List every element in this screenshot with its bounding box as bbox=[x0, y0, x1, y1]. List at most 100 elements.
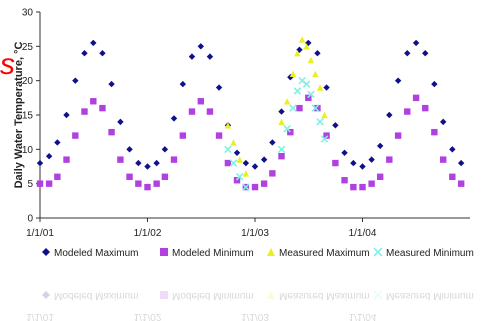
plot-area: 0 5 10 15 20 25 30 1/1/01 1/1/02 1/1/03 1/1/04 Dail… bbox=[13, 8, 470, 239]
reflection-tick-label: 1/1/04 bbox=[349, 311, 377, 321]
data-point bbox=[99, 50, 106, 57]
data-point bbox=[230, 139, 237, 146]
data-point bbox=[206, 53, 214, 60]
y-tick-label: 30 bbox=[22, 8, 34, 19]
reflection-label: Measured Maximum bbox=[279, 290, 370, 301]
data-point bbox=[242, 183, 250, 191]
data-point bbox=[302, 80, 311, 88]
data-point bbox=[108, 128, 115, 136]
x-tick-label: 1/1/03 bbox=[241, 228, 269, 239]
data-point bbox=[312, 70, 319, 77]
data-point bbox=[386, 111, 393, 119]
data-point bbox=[251, 163, 259, 170]
data-point bbox=[316, 118, 324, 126]
data-point bbox=[307, 90, 315, 99]
data-point bbox=[126, 146, 133, 153]
legend-marker bbox=[373, 247, 383, 257]
data-point bbox=[449, 146, 456, 153]
data-point bbox=[54, 139, 61, 146]
data-point bbox=[242, 159, 250, 167]
data-point bbox=[412, 94, 420, 102]
y-tick-label: 0 bbox=[27, 214, 33, 225]
data-point bbox=[161, 173, 169, 180]
data-point bbox=[36, 180, 44, 187]
data-point bbox=[278, 118, 285, 126]
legend-label: Measured Minimum bbox=[386, 248, 474, 259]
data-point bbox=[54, 173, 61, 180]
data-point bbox=[236, 156, 243, 163]
data-point bbox=[386, 156, 393, 163]
series-measured-minimum bbox=[224, 76, 329, 191]
data-point bbox=[45, 180, 53, 187]
data-point bbox=[376, 173, 384, 180]
y-tick-label: 10 bbox=[22, 145, 34, 156]
reflection-marker bbox=[373, 290, 383, 300]
data-point bbox=[188, 53, 196, 60]
y-tick-label: 15 bbox=[22, 111, 34, 122]
data-point bbox=[303, 43, 310, 50]
data-point bbox=[314, 50, 321, 57]
data-point bbox=[350, 159, 357, 167]
data-point bbox=[215, 84, 223, 91]
data-point bbox=[197, 43, 205, 50]
data-point bbox=[72, 132, 79, 139]
data-point bbox=[135, 159, 142, 167]
data-point bbox=[341, 149, 348, 156]
data-point bbox=[161, 146, 169, 153]
data-point bbox=[90, 98, 97, 105]
data-point bbox=[90, 39, 97, 47]
slide-fragment-text: s bbox=[0, 48, 15, 81]
x-tick-label: 1/1/02 bbox=[134, 228, 162, 239]
data-point bbox=[359, 163, 366, 170]
data-point bbox=[269, 139, 276, 146]
reflection-label: Modeled Maximum bbox=[54, 290, 138, 301]
data-point bbox=[63, 111, 70, 119]
data-point bbox=[394, 77, 402, 84]
legend-marker bbox=[42, 248, 50, 256]
data-point bbox=[298, 36, 306, 43]
data-point bbox=[283, 124, 291, 133]
data-point bbox=[215, 132, 223, 139]
data-point bbox=[404, 50, 411, 57]
data-point bbox=[197, 98, 205, 105]
reflection-tick-label: 1/1/03 bbox=[241, 311, 269, 321]
legend-marker bbox=[267, 248, 275, 256]
data-point bbox=[224, 122, 232, 129]
reflection-marker bbox=[160, 291, 168, 299]
data-point bbox=[332, 159, 339, 167]
data-point bbox=[144, 183, 151, 191]
data-point bbox=[36, 159, 44, 167]
data-point bbox=[135, 180, 142, 187]
data-point bbox=[314, 104, 321, 112]
reflection-tick-label: 1/1/02 bbox=[134, 311, 162, 321]
y-tick-label: 20 bbox=[22, 76, 34, 87]
data-point bbox=[316, 84, 324, 91]
data-point bbox=[412, 39, 420, 47]
data-point bbox=[144, 163, 151, 170]
data-point bbox=[368, 180, 375, 187]
data-point bbox=[179, 80, 187, 88]
data-point bbox=[283, 98, 291, 105]
data-point bbox=[431, 80, 438, 88]
data-point bbox=[323, 84, 330, 91]
data-point bbox=[439, 118, 447, 126]
legend-label: Modeled Maximum bbox=[54, 248, 138, 259]
data-point bbox=[350, 183, 357, 191]
data-point bbox=[233, 149, 241, 156]
data-point bbox=[206, 108, 214, 115]
reflection-tick-label: 1/1/01 bbox=[26, 311, 54, 321]
data-point bbox=[81, 50, 88, 57]
data-point bbox=[269, 170, 276, 177]
reflection-marker bbox=[267, 291, 275, 299]
data-point bbox=[457, 180, 465, 187]
x-tick-label: 1/1/01 bbox=[26, 228, 54, 239]
reflection-label: Measured Minimum bbox=[386, 290, 474, 301]
data-point bbox=[278, 108, 285, 115]
data-point bbox=[72, 77, 79, 84]
data-point bbox=[287, 128, 294, 136]
data-point bbox=[63, 156, 70, 163]
legend: Modeled Maximum Modeled Minimum Measured M… bbox=[42, 247, 474, 259]
data-point bbox=[235, 173, 244, 181]
data-point bbox=[224, 145, 232, 154]
